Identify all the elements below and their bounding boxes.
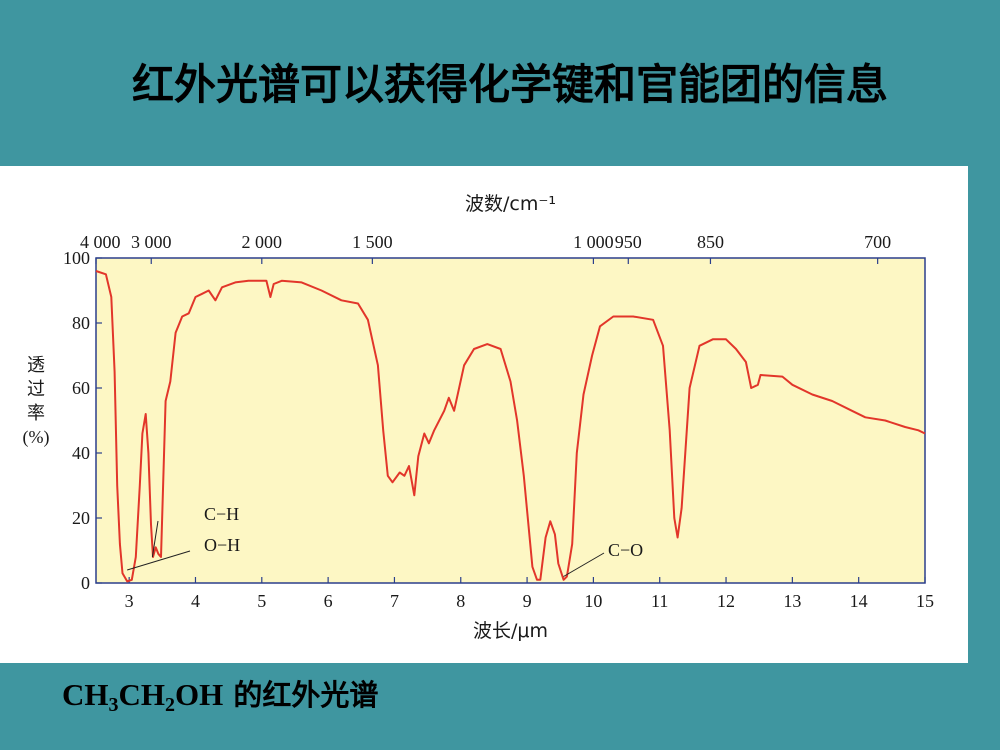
x-axis-title: 波长/μm <box>473 620 548 642</box>
y-tick-label: 100 <box>63 248 90 268</box>
figure-caption: CH3CH2OH 的红外光谱 <box>62 672 378 717</box>
y-axis-tick-labels: 0 20 40 60 80 100 <box>63 248 90 593</box>
x-tick-label: 4 <box>191 591 200 611</box>
top-tick-label: 3 000 <box>131 232 172 252</box>
y-tick-label: 20 <box>72 508 90 528</box>
top-tick-label: 1 500 <box>352 232 393 252</box>
x-tick-label: 11 <box>651 591 668 611</box>
x-tick-label: 13 <box>783 591 801 611</box>
caption-text: 的红外光谱 <box>223 678 379 712</box>
x-tick-label: 12 <box>717 591 735 611</box>
top-tick-label: 850 <box>697 232 724 252</box>
top-axis-title: 波数/cm⁻¹ <box>465 193 556 215</box>
x-tick-label: 8 <box>456 591 465 611</box>
y-tick-label: 60 <box>72 378 90 398</box>
caption-formula: CH3CH2OH <box>62 677 224 716</box>
ir-spectrum-figure: 4 000 3 000 2 000 1 500 1 000 950 850 700 3 4 5 6 7… <box>0 166 968 663</box>
peak-annotations: C−H O−H C−O <box>127 504 643 577</box>
y-tick-label: 0 <box>81 573 90 593</box>
top-tick-label: 1 000 <box>573 232 614 252</box>
x-tick-label: 5 <box>257 591 266 611</box>
top-axis-ticks <box>95 258 879 264</box>
y-axis-title-line: (%) <box>23 427 50 448</box>
x-tick-label: 3 <box>125 591 134 611</box>
x-tick-label: 9 <box>523 591 532 611</box>
y-axis-title-line: 率 <box>27 403 45 424</box>
top-tick-label: 950 <box>615 232 642 252</box>
annotation-leader <box>127 550 191 571</box>
y-axis-ticks <box>96 257 102 584</box>
annotation-label: O−H <box>204 535 240 555</box>
plot-area <box>95 257 926 584</box>
annotation-leader <box>151 520 159 558</box>
top-tick-label: 700 <box>864 232 891 252</box>
annotation-leader <box>563 552 605 577</box>
top-tick-label: 2 000 <box>242 232 283 252</box>
slide-title: 红外光谱可以获得化学键和官能团的信息 <box>131 60 888 109</box>
y-tick-label: 80 <box>72 313 90 333</box>
spectrum-line <box>95 270 926 583</box>
x-tick-label: 14 <box>850 591 868 611</box>
x-tick-label: 15 <box>916 591 934 611</box>
x-axis-ticks <box>128 577 926 583</box>
x-tick-label: 10 <box>584 591 602 611</box>
annotation-label: C−H <box>204 504 239 524</box>
y-axis-title-line: 过 <box>27 379 45 400</box>
y-axis-title: 透过率 (%) <box>23 355 50 448</box>
top-tick-label: 4 000 <box>80 232 121 252</box>
y-tick-label: 40 <box>72 443 90 463</box>
x-axis-tick-labels: 3 4 5 6 7 8 9 10 11 12 13 14 15 <box>125 591 934 611</box>
top-axis-tick-labels: 4 000 3 000 2 000 1 500 1 000 950 850 700 <box>80 232 891 252</box>
ir-spectrum-chart: 4 000 3 000 2 000 1 500 1 000 950 850 700 3 4 5 6 7… <box>23 193 934 642</box>
y-axis-title-line: 透 <box>27 355 45 376</box>
x-tick-label: 7 <box>390 591 399 611</box>
annotation-label: C−O <box>608 540 643 560</box>
x-tick-label: 6 <box>324 591 333 611</box>
